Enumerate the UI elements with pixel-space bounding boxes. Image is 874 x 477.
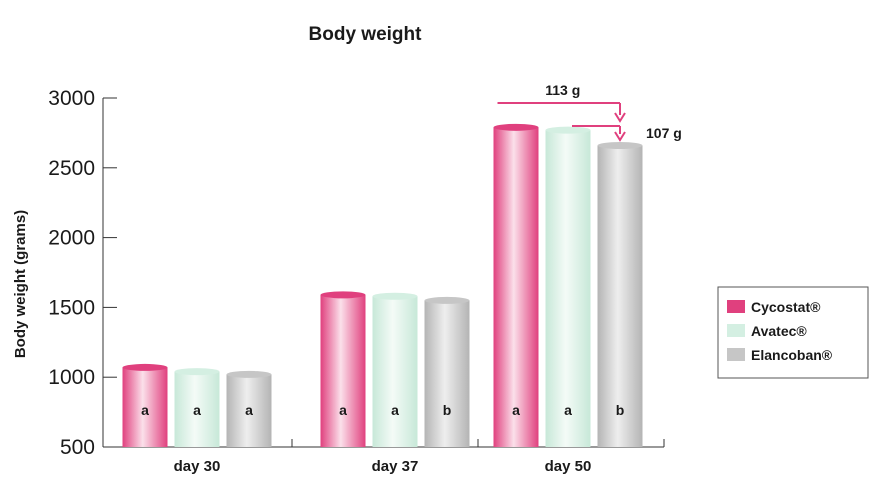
y-tick-label: 2000 (48, 227, 95, 250)
annotation-label: 107 g (646, 125, 682, 141)
bar-top (545, 126, 591, 134)
significance-label: a (339, 402, 347, 418)
significance-label: a (564, 402, 572, 418)
y-tick-label: 1000 (48, 366, 95, 389)
bar-top (424, 296, 470, 304)
significance-label: a (512, 402, 520, 418)
significance-label: a (245, 402, 253, 418)
legend: Cycostat® Avatec® Elancoban® (717, 286, 869, 379)
bar (424, 300, 470, 447)
x-category-label: day 30 (174, 458, 221, 475)
bar (493, 127, 539, 447)
y-tick-label: 3000 (48, 87, 95, 110)
significance-label: b (443, 402, 452, 418)
legend-swatch (727, 348, 745, 361)
annotation-label: 113 g (545, 82, 580, 98)
bar (372, 296, 418, 447)
significance-label: a (193, 402, 201, 418)
axes: 500 1000 1500 2000 2500 3000 day 30 day 37 day 5… (48, 87, 665, 475)
bar-top (174, 368, 220, 376)
y-tick-label: 500 (60, 436, 95, 459)
bar-top (320, 291, 366, 299)
bar-top (226, 370, 272, 378)
legend-label: Avatec® (751, 323, 807, 339)
y-tick-label: 2500 (48, 157, 95, 180)
chart-title: Body weight (309, 24, 423, 45)
bar (122, 367, 168, 447)
bar (226, 374, 272, 447)
bars: a a aa a aa b b (122, 123, 643, 448)
y-tick-label: 1500 (48, 296, 95, 319)
annotation-arrow-head (614, 112, 626, 123)
legend-label: Elancoban® (751, 347, 833, 363)
significance-label: a (141, 402, 149, 418)
legend-swatch (727, 324, 745, 337)
bar-top (122, 363, 168, 371)
annotations: 113 g 107 g (497, 82, 682, 142)
bar-top (372, 292, 418, 300)
bar (174, 371, 220, 447)
x-category-label: day 37 (372, 458, 419, 475)
bar-top (493, 123, 539, 131)
bar (545, 130, 591, 447)
x-category-label: day 50 (545, 458, 592, 475)
annotation-arrow-head (614, 131, 626, 142)
legend-swatch (727, 300, 745, 313)
significance-label: a (391, 402, 399, 418)
bar (320, 294, 366, 447)
significance-label: b (616, 402, 625, 418)
bar (597, 145, 643, 448)
legend-label: Cycostat® (751, 299, 821, 315)
y-axis-label: Body weight (grams) (12, 210, 29, 358)
bar-top (597, 141, 643, 149)
